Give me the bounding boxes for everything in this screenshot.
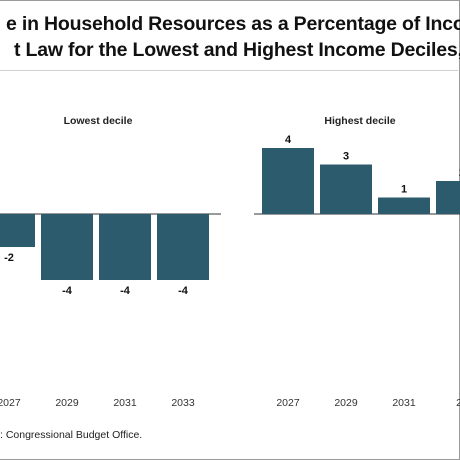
x-tick-lowest-2031: 2031 bbox=[113, 397, 137, 409]
chart-area: Lowest decile-22027-42029-42031-42033Hig… bbox=[0, 115, 460, 409]
bar-lowest-2029 bbox=[41, 214, 93, 280]
bar-highest-2027 bbox=[262, 148, 314, 214]
value-label-lowest-2033: -4 bbox=[178, 285, 189, 297]
value-label-lowest-2029: -4 bbox=[62, 285, 73, 297]
value-label-highest-2031: 1 bbox=[401, 184, 407, 196]
x-tick-lowest-2033: 2033 bbox=[171, 397, 195, 409]
panel-title-highest: Highest decile bbox=[324, 115, 395, 127]
value-label-highest-20: 2 bbox=[459, 167, 460, 179]
x-tick-highest-20: 20 bbox=[456, 397, 460, 409]
bar-lowest-2031 bbox=[99, 214, 151, 280]
value-label-highest-2027: 4 bbox=[285, 134, 292, 146]
value-label-highest-2029: 3 bbox=[343, 151, 349, 163]
bar-highest-2029 bbox=[320, 164, 372, 214]
x-tick-lowest-2029: 2029 bbox=[55, 397, 79, 409]
bar-lowest-2033 bbox=[157, 214, 209, 280]
chart-title-line-2: t Law for the Lowest and Highest Income … bbox=[14, 39, 460, 61]
x-tick-highest-2029: 2029 bbox=[334, 397, 358, 409]
value-label-lowest-2031: -4 bbox=[120, 285, 131, 297]
panel-title-lowest: Lowest decile bbox=[64, 115, 133, 127]
chart-title-line-1: e in Household Resources as a Percentage… bbox=[6, 13, 460, 35]
source-note: : Congressional Budget Office. bbox=[0, 429, 143, 441]
x-tick-lowest-2027: 2027 bbox=[0, 397, 21, 409]
x-tick-highest-2027: 2027 bbox=[276, 397, 300, 409]
title-divider bbox=[0, 70, 458, 71]
x-tick-highest-2031: 2031 bbox=[392, 397, 416, 409]
bar-highest-20 bbox=[436, 181, 460, 214]
bar-highest-2031 bbox=[378, 197, 430, 214]
bar-lowest-2027 bbox=[0, 214, 35, 247]
value-label-lowest-2027: -2 bbox=[4, 252, 14, 264]
